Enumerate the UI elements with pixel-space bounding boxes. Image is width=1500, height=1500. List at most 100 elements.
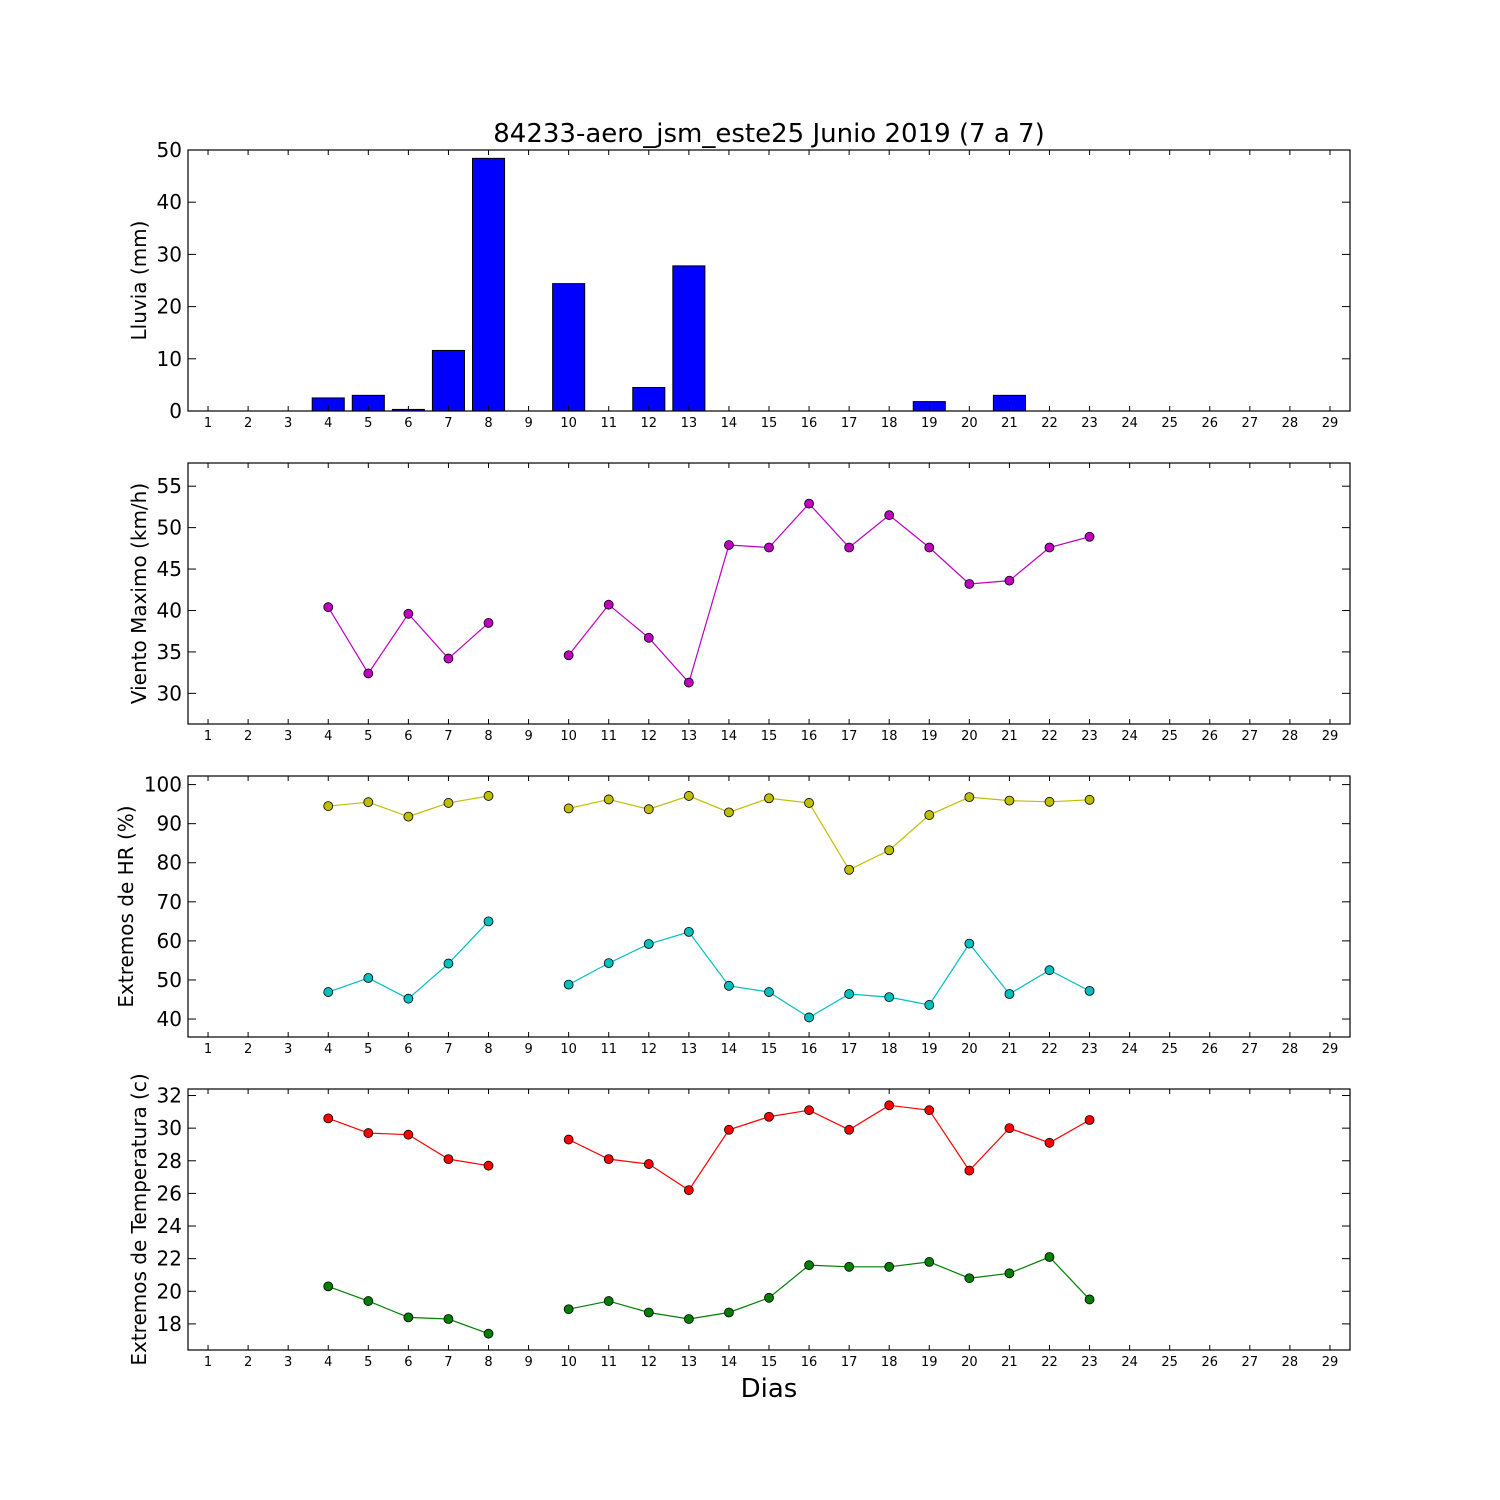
humidity-x-tick-label: 10 bbox=[560, 1042, 577, 1057]
temperature-series-1-point bbox=[363, 1296, 374, 1306]
temperature-y-tick-label: 22 bbox=[157, 1247, 182, 1271]
temperature-series-1-point bbox=[403, 1312, 414, 1323]
humidity-x-tick-label: 20 bbox=[961, 1042, 978, 1057]
humidity-x-tick-label: 14 bbox=[721, 1042, 738, 1057]
rainfall-x-tick-label: 6 bbox=[404, 416, 412, 431]
rainfall-x-tick-label: 4 bbox=[324, 416, 332, 431]
humidity-series-0-point bbox=[563, 803, 574, 814]
temperature-x-tick-label: 23 bbox=[1081, 1355, 1098, 1370]
temperature-series-0-point bbox=[683, 1185, 694, 1196]
max-wind-x-tick-label: 16 bbox=[801, 729, 818, 744]
rainfall-x-tick-label: 17 bbox=[841, 416, 858, 431]
max-wind-x-tick-label: 2 bbox=[244, 729, 252, 744]
max-wind-x-tick-label: 1 bbox=[204, 729, 212, 744]
max-wind-axes-frame bbox=[187, 462, 1351, 725]
max-wind-series-0-line bbox=[568, 502, 1090, 684]
temperature-x-tick-label: 9 bbox=[524, 1355, 532, 1370]
rainfall-x-tick-label: 22 bbox=[1041, 416, 1058, 431]
temperature-series-1-point bbox=[683, 1314, 694, 1324]
temperature-series-1-point bbox=[563, 1304, 574, 1315]
humidity-x-tick-label: 16 bbox=[801, 1042, 818, 1057]
temperature-series-0-point bbox=[724, 1124, 734, 1135]
temperature-axes-frame bbox=[187, 1088, 1351, 1351]
max-wind-series-0-point bbox=[323, 602, 334, 613]
humidity-series-1-point bbox=[804, 1012, 814, 1023]
temperature-series-1-point bbox=[443, 1314, 454, 1324]
rainfall-x-tick-label: 15 bbox=[761, 416, 778, 431]
max-wind-x-tick-label: 5 bbox=[364, 729, 372, 744]
humidity-x-tick-label: 27 bbox=[1242, 1042, 1259, 1057]
rainfall-x-tick-label: 25 bbox=[1161, 416, 1178, 431]
humidity-series-0-point bbox=[724, 807, 734, 818]
max-wind-x-tick-label: 10 bbox=[560, 729, 577, 744]
temperature-y-tick-label: 18 bbox=[157, 1312, 182, 1336]
max-wind-y-tick-label: 40 bbox=[157, 598, 182, 622]
temperature-series-0-point bbox=[844, 1124, 855, 1135]
max-wind-series-0-point bbox=[804, 498, 814, 509]
max-wind-x-tick-label: 6 bbox=[404, 729, 412, 744]
temperature-series-0-point bbox=[1044, 1137, 1055, 1148]
temperature-series-0-point bbox=[1004, 1123, 1015, 1134]
rainfall-x-tick-label: 3 bbox=[284, 416, 292, 431]
humidity-series-0-point bbox=[764, 793, 774, 804]
rainfall-panel: 1 2 3 4 5 6 7 8 9 10 11 12 13 14 15 16 17 18 19 20 21 22 23 24 2… bbox=[127, 138, 1351, 431]
temperature-y-tick-label: 20 bbox=[157, 1279, 182, 1303]
max-wind-series-0-point bbox=[563, 650, 574, 661]
temperature-y-tick-label: 24 bbox=[157, 1214, 182, 1238]
max-wind-x-tick-label: 20 bbox=[961, 729, 978, 744]
temperature-series-0-point bbox=[804, 1105, 814, 1116]
max-wind-x-tick-label: 14 bbox=[721, 729, 738, 744]
humidity-series-1-point bbox=[363, 973, 374, 983]
humidity-x-tick-label: 22 bbox=[1041, 1042, 1058, 1057]
rainfall-x-tick-label: 2 bbox=[244, 416, 252, 431]
rainfall-y-tick-label: 20 bbox=[157, 295, 182, 319]
temperature-series-0-point bbox=[403, 1129, 414, 1140]
temperature-x-tick-label: 16 bbox=[801, 1355, 818, 1370]
temperature-x-tick-label: 24 bbox=[1121, 1355, 1138, 1370]
temperature-x-tick-label: 12 bbox=[641, 1355, 658, 1370]
rainfall-bar bbox=[672, 265, 706, 412]
rainfall-x-tick-label: 16 bbox=[801, 416, 818, 431]
rainfall-y-tick-label: 0 bbox=[169, 399, 182, 423]
rainfall-bar bbox=[471, 157, 506, 412]
rainfall-x-tick-label: 27 bbox=[1242, 416, 1259, 431]
rainfall-bar bbox=[431, 349, 465, 412]
max-wind-series-0-point bbox=[643, 632, 654, 643]
humidity-x-tick-label: 29 bbox=[1322, 1042, 1339, 1057]
temperature-x-tick-label: 6 bbox=[404, 1355, 412, 1370]
humidity-x-tick-label: 12 bbox=[641, 1042, 658, 1057]
temperature-series-0-point bbox=[603, 1154, 614, 1165]
temperature-x-tick-label: 21 bbox=[1001, 1355, 1018, 1370]
max-wind-x-tick-label: 24 bbox=[1121, 729, 1138, 744]
humidity-x-tick-label: 15 bbox=[761, 1042, 778, 1057]
rainfall-x-tick-label: 29 bbox=[1322, 416, 1339, 431]
humidity-series-1-point bbox=[403, 993, 414, 1004]
max-wind-x-tick-label: 23 bbox=[1081, 729, 1098, 744]
temperature-series-1-point bbox=[643, 1307, 654, 1318]
temperature-x-tick-label: 2 bbox=[244, 1355, 252, 1370]
max-wind-x-tick-label: 8 bbox=[484, 729, 492, 744]
temperature-series-1-point bbox=[1084, 1294, 1095, 1305]
temperature-x-tick-label: 7 bbox=[444, 1355, 452, 1370]
temperature-x-tick-label: 27 bbox=[1242, 1355, 1259, 1370]
max-wind-x-tick-label: 17 bbox=[841, 729, 858, 744]
max-wind-x-tick-label: 3 bbox=[284, 729, 292, 744]
temperature-y-tick-label: 28 bbox=[157, 1149, 182, 1173]
rainfall-x-tick-label: 10 bbox=[560, 416, 577, 431]
max-wind-x-tick-label: 9 bbox=[524, 729, 532, 744]
rainfall-x-tick-label: 18 bbox=[881, 416, 898, 431]
humidity-y-tick-label: 100 bbox=[144, 773, 182, 797]
temperature-series-1-line bbox=[568, 1256, 1090, 1320]
humidity-series-0-point bbox=[1044, 796, 1055, 807]
max-wind-x-tick-label: 13 bbox=[681, 729, 698, 744]
humidity-series-1-line bbox=[568, 931, 1090, 1019]
temperature-y-tick-label: 26 bbox=[157, 1181, 182, 1205]
max-wind-x-tick-label: 21 bbox=[1001, 729, 1018, 744]
max-wind-series-0-point bbox=[603, 599, 614, 610]
max-wind-y-axis-label: Viento Maximo (km/h) bbox=[127, 483, 151, 704]
rainfall-x-tick-label: 11 bbox=[600, 416, 617, 431]
temperature-x-tick-label: 15 bbox=[761, 1355, 778, 1370]
humidity-series-0-point bbox=[323, 801, 334, 811]
temperature-series-0-point bbox=[1084, 1115, 1095, 1125]
rainfall-x-tick-label: 8 bbox=[484, 416, 492, 431]
